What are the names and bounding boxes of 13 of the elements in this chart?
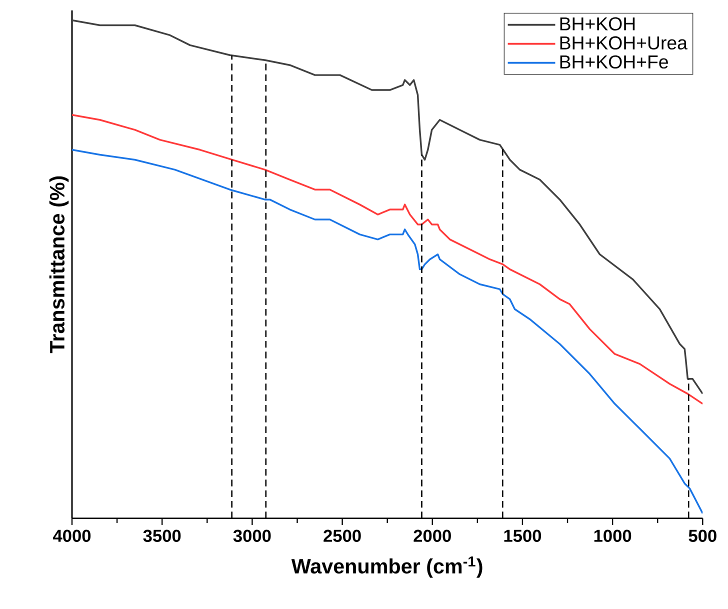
x-tick-label: 2500 [324, 530, 361, 542]
legend-label: BH+KOH+Fe [560, 55, 668, 69]
x-tick-label: 500 [688, 530, 716, 542]
x-tick-label: 2000 [414, 530, 451, 542]
y-axis-title: Transmittance (%) [49, 176, 69, 354]
x-tick-label: 1000 [594, 530, 632, 542]
x-axis-title: Wavenumber (cm$^{-1}$) [291, 556, 482, 578]
x-tick-label: 1500 [504, 530, 542, 542]
legend-label: BH+KOH [560, 17, 635, 30]
x-tick-label: 3000 [233, 530, 271, 542]
x-tick-label: 3500 [143, 530, 181, 542]
legend-label: BH+KOH+Urea [560, 36, 688, 50]
x-tick-label: 4000 [52, 530, 91, 542]
